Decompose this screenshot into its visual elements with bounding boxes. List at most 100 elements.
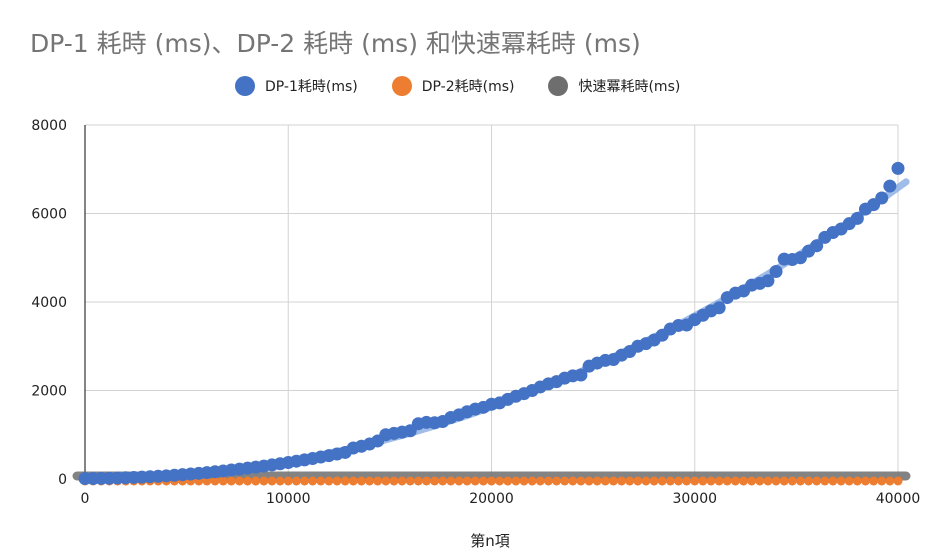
legend-label-fast-power: 快速冪耗時(ms) <box>578 79 681 95</box>
dp2-point <box>673 476 683 486</box>
dp2-point <box>877 476 887 486</box>
dp2-point <box>365 476 375 486</box>
dp2-point <box>852 476 862 486</box>
dp2-point <box>226 476 236 486</box>
legend-item-fast-power[interactable]: 快速冪耗時(ms) <box>548 76 680 96</box>
x-tick-label: 40000 <box>876 491 921 507</box>
dp2-point <box>560 476 570 486</box>
chart-legend: DP-1耗時(ms) DP-2耗時(ms) 快速冪耗時(ms) <box>235 76 680 96</box>
dp2-point <box>600 476 610 486</box>
dp2-point <box>844 476 854 486</box>
dp2-point <box>535 476 545 486</box>
dp2-point <box>747 476 757 486</box>
dp2-point <box>405 476 415 486</box>
dp2-point <box>657 476 667 486</box>
dp2-point <box>430 476 440 486</box>
dp2-point <box>812 476 822 486</box>
dp2-point <box>893 476 903 486</box>
dp2-point <box>836 476 846 486</box>
dp2-point <box>576 476 586 486</box>
legend-swatch-fast-power <box>548 76 569 96</box>
dp2-point <box>503 476 513 486</box>
dp1-point <box>850 211 864 225</box>
dp2-point <box>267 476 277 486</box>
dp2-point <box>389 476 399 486</box>
dp2-point <box>698 476 708 486</box>
legend-item-dp2[interactable]: DP-2耗時(ms) <box>391 76 514 96</box>
dp2-point <box>519 476 529 486</box>
dp2-point <box>665 476 675 486</box>
dp2-point <box>828 476 838 486</box>
dp2-point <box>373 476 383 486</box>
dp2-point <box>413 476 423 486</box>
dp2-point <box>755 476 765 486</box>
x-axis-title: 第n項 <box>470 532 510 550</box>
dp2-point <box>454 476 464 486</box>
dp2-point <box>291 476 301 486</box>
dp2-point <box>820 476 830 486</box>
x-tick-label: 10000 <box>266 491 311 507</box>
y-tick-label: 0 <box>58 472 67 488</box>
x-tick-label: 0 <box>81 491 90 507</box>
dp2-point <box>633 476 643 486</box>
dp2-point <box>763 476 773 486</box>
dp2-point <box>421 476 431 486</box>
dp2-point <box>381 476 391 486</box>
dp2-point <box>649 476 659 486</box>
dp2-point <box>552 476 562 486</box>
x-tick-label: 20000 <box>469 491 514 507</box>
dp1-point <box>712 301 726 315</box>
legend-swatch-dp1 <box>235 76 255 96</box>
dp2-point <box>682 476 692 486</box>
dp2-point <box>283 476 293 486</box>
dp2-point <box>324 476 334 486</box>
dp2-point <box>690 476 700 486</box>
dp2-point <box>568 476 578 486</box>
dp2-point <box>739 476 749 486</box>
dp2-point <box>722 476 732 486</box>
dp2-point <box>714 476 724 486</box>
dp2-point <box>804 476 814 486</box>
dp2-point <box>625 476 635 486</box>
dp2-point <box>202 476 212 486</box>
dp2-point <box>860 476 870 486</box>
y-tick-label: 4000 <box>31 295 67 311</box>
dp2-point <box>438 476 448 486</box>
dp1-point <box>769 264 783 278</box>
dp2-point <box>462 476 472 486</box>
dp2-point <box>210 476 220 486</box>
dp2-point <box>885 476 895 486</box>
legend-label-dp1: DP-1耗時(ms) <box>265 79 358 95</box>
dp2-point <box>787 476 797 486</box>
dp1-trendline <box>81 178 910 482</box>
dp2-point <box>332 476 342 486</box>
dp1-point <box>761 274 775 288</box>
dp1-point <box>883 179 897 193</box>
dp2-point <box>251 476 261 486</box>
dp1-point <box>810 239 824 253</box>
dp2-point <box>527 476 537 486</box>
legend-item-dp1[interactable]: DP-1耗時(ms) <box>235 76 358 96</box>
dp2-point <box>592 476 602 486</box>
dp1-point <box>574 368 588 382</box>
chart-title: DP-1 耗時 (ms)、DP-2 耗時 (ms) 和快速冪耗時 (ms) <box>30 29 641 58</box>
dp2-point <box>356 476 366 486</box>
dp2-point <box>259 476 269 486</box>
dp1-point <box>891 161 905 175</box>
dp2-point <box>779 476 789 486</box>
x-tick-label: 30000 <box>672 491 717 507</box>
dp2-point <box>495 476 505 486</box>
y-tick-label: 8000 <box>31 118 67 134</box>
dp2-point <box>397 476 407 486</box>
dp2-point <box>478 476 488 486</box>
dp2-point <box>218 476 228 486</box>
legend-swatch-dp2 <box>391 76 412 96</box>
dp2-point <box>470 476 480 486</box>
y-tick-label: 6000 <box>31 207 67 223</box>
dp2-point <box>617 476 627 486</box>
dp2-point <box>511 476 521 486</box>
dp2-point <box>243 476 253 486</box>
dp2-point <box>348 476 358 486</box>
dp2-point <box>641 476 651 486</box>
